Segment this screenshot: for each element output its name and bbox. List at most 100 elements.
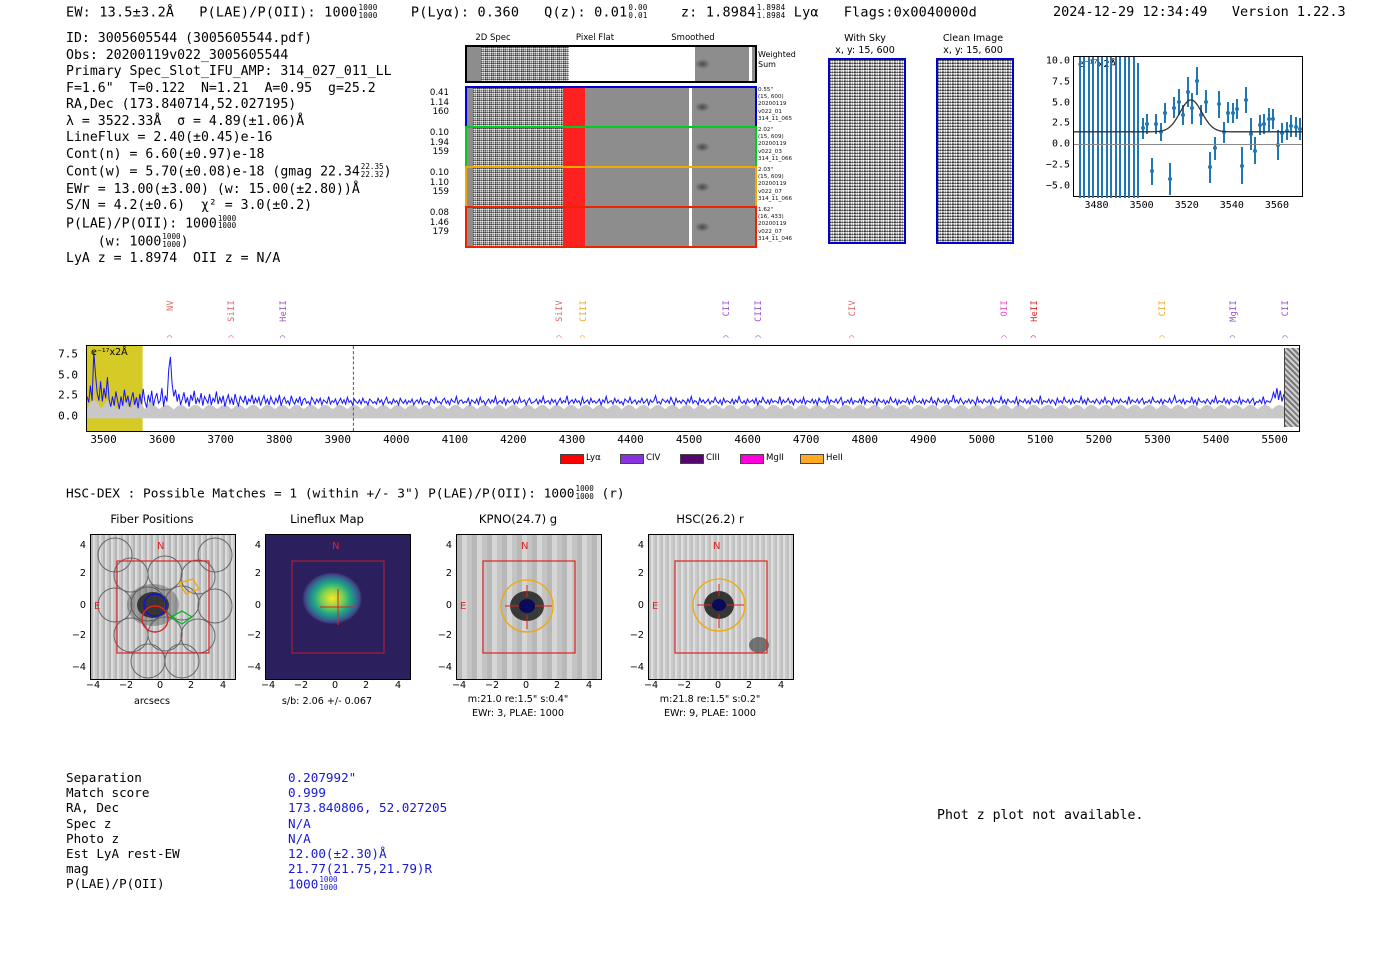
fiber-strip-3 — [465, 166, 757, 208]
hsc-xtick-m2: −2 — [677, 680, 692, 691]
svg-text:E: E — [460, 601, 466, 612]
lf-xtick-m2: −2 — [294, 680, 309, 691]
detection-parameters: ID: 3005605544 (3005605544.pdf) Obs: 202… — [66, 31, 392, 267]
fit-data-point — [1244, 98, 1249, 103]
param-seeing: F=1.6" T=0.122 N=1.21 A=0.95 g=25.2 — [66, 80, 376, 96]
table-row-value: 12.00(±2.30)Å — [288, 845, 387, 861]
fiber-positions-image: N E — [90, 534, 236, 680]
fiber-xtick-4: 4 — [220, 680, 227, 691]
fiber-3-stat-3: 159 — [432, 187, 449, 198]
spectrum-xtick: 4000 — [383, 433, 410, 446]
fiber-3-obs: v022_07 — [758, 188, 782, 195]
lf-xtick-m4: −4 — [261, 680, 276, 691]
z-label: z: — [680, 4, 698, 21]
table-row-value: N/A — [288, 830, 311, 846]
hsc-ytick-0: 0 — [637, 600, 644, 611]
emission-line-label: CII — [1281, 300, 1292, 317]
with-sky-xy: x, y: 15, 600 — [835, 44, 895, 56]
emission-line-bracket: ⌒ — [1229, 333, 1236, 343]
spectrum-unit-label: e⁻¹⁷x2Å — [91, 347, 128, 358]
plae-w-lo: 1000 — [162, 239, 181, 249]
lf-ytick-m4: −4 — [246, 662, 261, 673]
plae-w-hi: 1000 — [162, 231, 181, 241]
fiber-2-stat-2: 1.94 — [429, 137, 449, 148]
clean-image — [936, 58, 1014, 244]
kpno-ytick-0: 0 — [445, 600, 452, 611]
photoz-message: Phot z plot not available. — [937, 808, 1144, 823]
fit-data-point — [1221, 130, 1226, 135]
header-meta: 2024-12-29 12:34:49 Version 1.22.3 — [1053, 4, 1346, 20]
kpno-ytick-m4: −4 — [437, 662, 452, 673]
fit-data-point — [1140, 126, 1145, 131]
header-summary-line: EW: 13.5±3.2Å P(LAE)/P(OII): 10001000 100… — [66, 4, 977, 21]
param-cont-n: Cont(n) = 6.60(±0.97)e-18 — [66, 146, 265, 162]
table-row-value: 21.77(21.75,21.79)R — [288, 861, 433, 877]
kpno-g-caption2: EWr: 3, PLAE: 1000 — [471, 708, 565, 719]
fiber-3-left-stats: 0.10 1.10 159 — [385, 168, 449, 198]
param-primary: Primary Spec_Slot_IFU_AMP: 314_027_011_L… — [66, 64, 392, 80]
emission-line-label: HeII — [1029, 300, 1040, 322]
lf-ytick-2: 2 — [254, 568, 261, 579]
fit-data-point — [1271, 117, 1276, 122]
fiber-3-xy: (15, 609) — [758, 174, 784, 181]
fiber-1-dist: 0.55" — [758, 87, 774, 93]
fit-data-point — [1262, 122, 1267, 127]
fiber-ytick-2: 2 — [79, 568, 86, 579]
fiber-strip-2 — [465, 126, 757, 168]
hsc-ytick-m4: −4 — [629, 662, 644, 673]
fit-data-point — [1226, 110, 1231, 115]
fit-ytick: −2.5 — [1045, 159, 1070, 171]
lf-ytick-4: 4 — [254, 540, 261, 551]
plya-value: 0.360 — [477, 4, 520, 21]
with-sky-label: With Sky — [844, 33, 886, 44]
hscdex-post: (r) — [601, 486, 625, 502]
emission-line-bracket: ⌒ — [166, 333, 173, 343]
spectrum-xtick: 3600 — [148, 433, 176, 446]
hsc-xtick-4: 4 — [778, 680, 785, 691]
fiber-1-amp: 314_11_065 — [758, 115, 793, 122]
legend-swatch — [560, 454, 584, 464]
spectrum-xtick: 3500 — [90, 433, 117, 446]
spectrum-xtick: 5000 — [968, 433, 996, 446]
kpno-xtick-m2: −2 — [485, 680, 500, 691]
fit-ytick: 7.5 — [1051, 76, 1070, 88]
fit-ytick: −5.0 — [1045, 180, 1070, 192]
spectrum-trace — [87, 346, 1299, 431]
panel-title-2dspec: 2D Spec — [475, 33, 511, 43]
fit-error-bar — [1092, 57, 1095, 198]
table-row-value: 0.207992" — [288, 770, 357, 785]
param-ewr: EWr = 13.00(±3.00) (w: 15.00(±2.80))Å — [66, 181, 360, 197]
table-row-value: 0.999 — [288, 785, 326, 801]
fit-data-point — [1149, 169, 1154, 174]
spectrum-xtick: 5500 — [1261, 433, 1288, 446]
fit-data-point — [1280, 131, 1285, 136]
fiber-strip-4 — [465, 206, 757, 248]
table-row-key: P(LAE)/P(OII) — [66, 876, 165, 892]
panel-kpno-g: KPNO(24.7) g N E 4 2 0 −2 −4 −4 −2 0 2 4… — [428, 512, 608, 737]
fit-data-point — [1181, 113, 1186, 118]
fit-xtick: 3540 — [1219, 200, 1244, 211]
fit-xtick: 3480 — [1084, 200, 1109, 211]
panel-fiber-positions: Fiber Positions N E 4 2 0 −2 −4 −4 — [62, 512, 242, 727]
param-lambda: λ = 3522.33Å σ = 4.89(±1.06)Å — [66, 113, 305, 129]
emission-line-bracket: ⌒ — [1001, 333, 1007, 343]
fit-data-point — [1235, 107, 1240, 112]
fiber-2-date: 20200119 — [758, 141, 787, 148]
cont-w-lo: 22.32 — [360, 170, 384, 180]
kpno-g-image: N E — [456, 534, 602, 680]
z-type: Lyα — [793, 4, 819, 21]
lf-xtick-4: 4 — [395, 680, 402, 691]
hscdex-header-text: HSC-DEX : Possible Matches = 1 (within +… — [66, 486, 575, 502]
fiber-4-left-stats: 0.08 1.46 179 — [385, 208, 449, 238]
report-datetime: 2024-12-29 12:34:49 — [1053, 4, 1208, 20]
z-hi: 1.8984 — [756, 3, 786, 12]
hscdex-lo: 1000 — [575, 491, 594, 501]
fit-plot-frame: e⁻¹⁷x2Å 10.07.55.02.50.0−2.5−5.0 3480350… — [1046, 56, 1303, 211]
table-row-value: N/A — [288, 815, 311, 831]
table-row-key: RA, Dec — [66, 800, 120, 816]
fiber-3-date: 20200119 — [758, 181, 787, 188]
param-id: ID: 3005605544 (3005605544.pdf) — [66, 31, 313, 46]
fit-error-bar — [1128, 57, 1131, 198]
panel-title-smoothed: Smoothed — [671, 33, 715, 43]
fiber-3-stat-2: 1.10 — [429, 177, 449, 188]
